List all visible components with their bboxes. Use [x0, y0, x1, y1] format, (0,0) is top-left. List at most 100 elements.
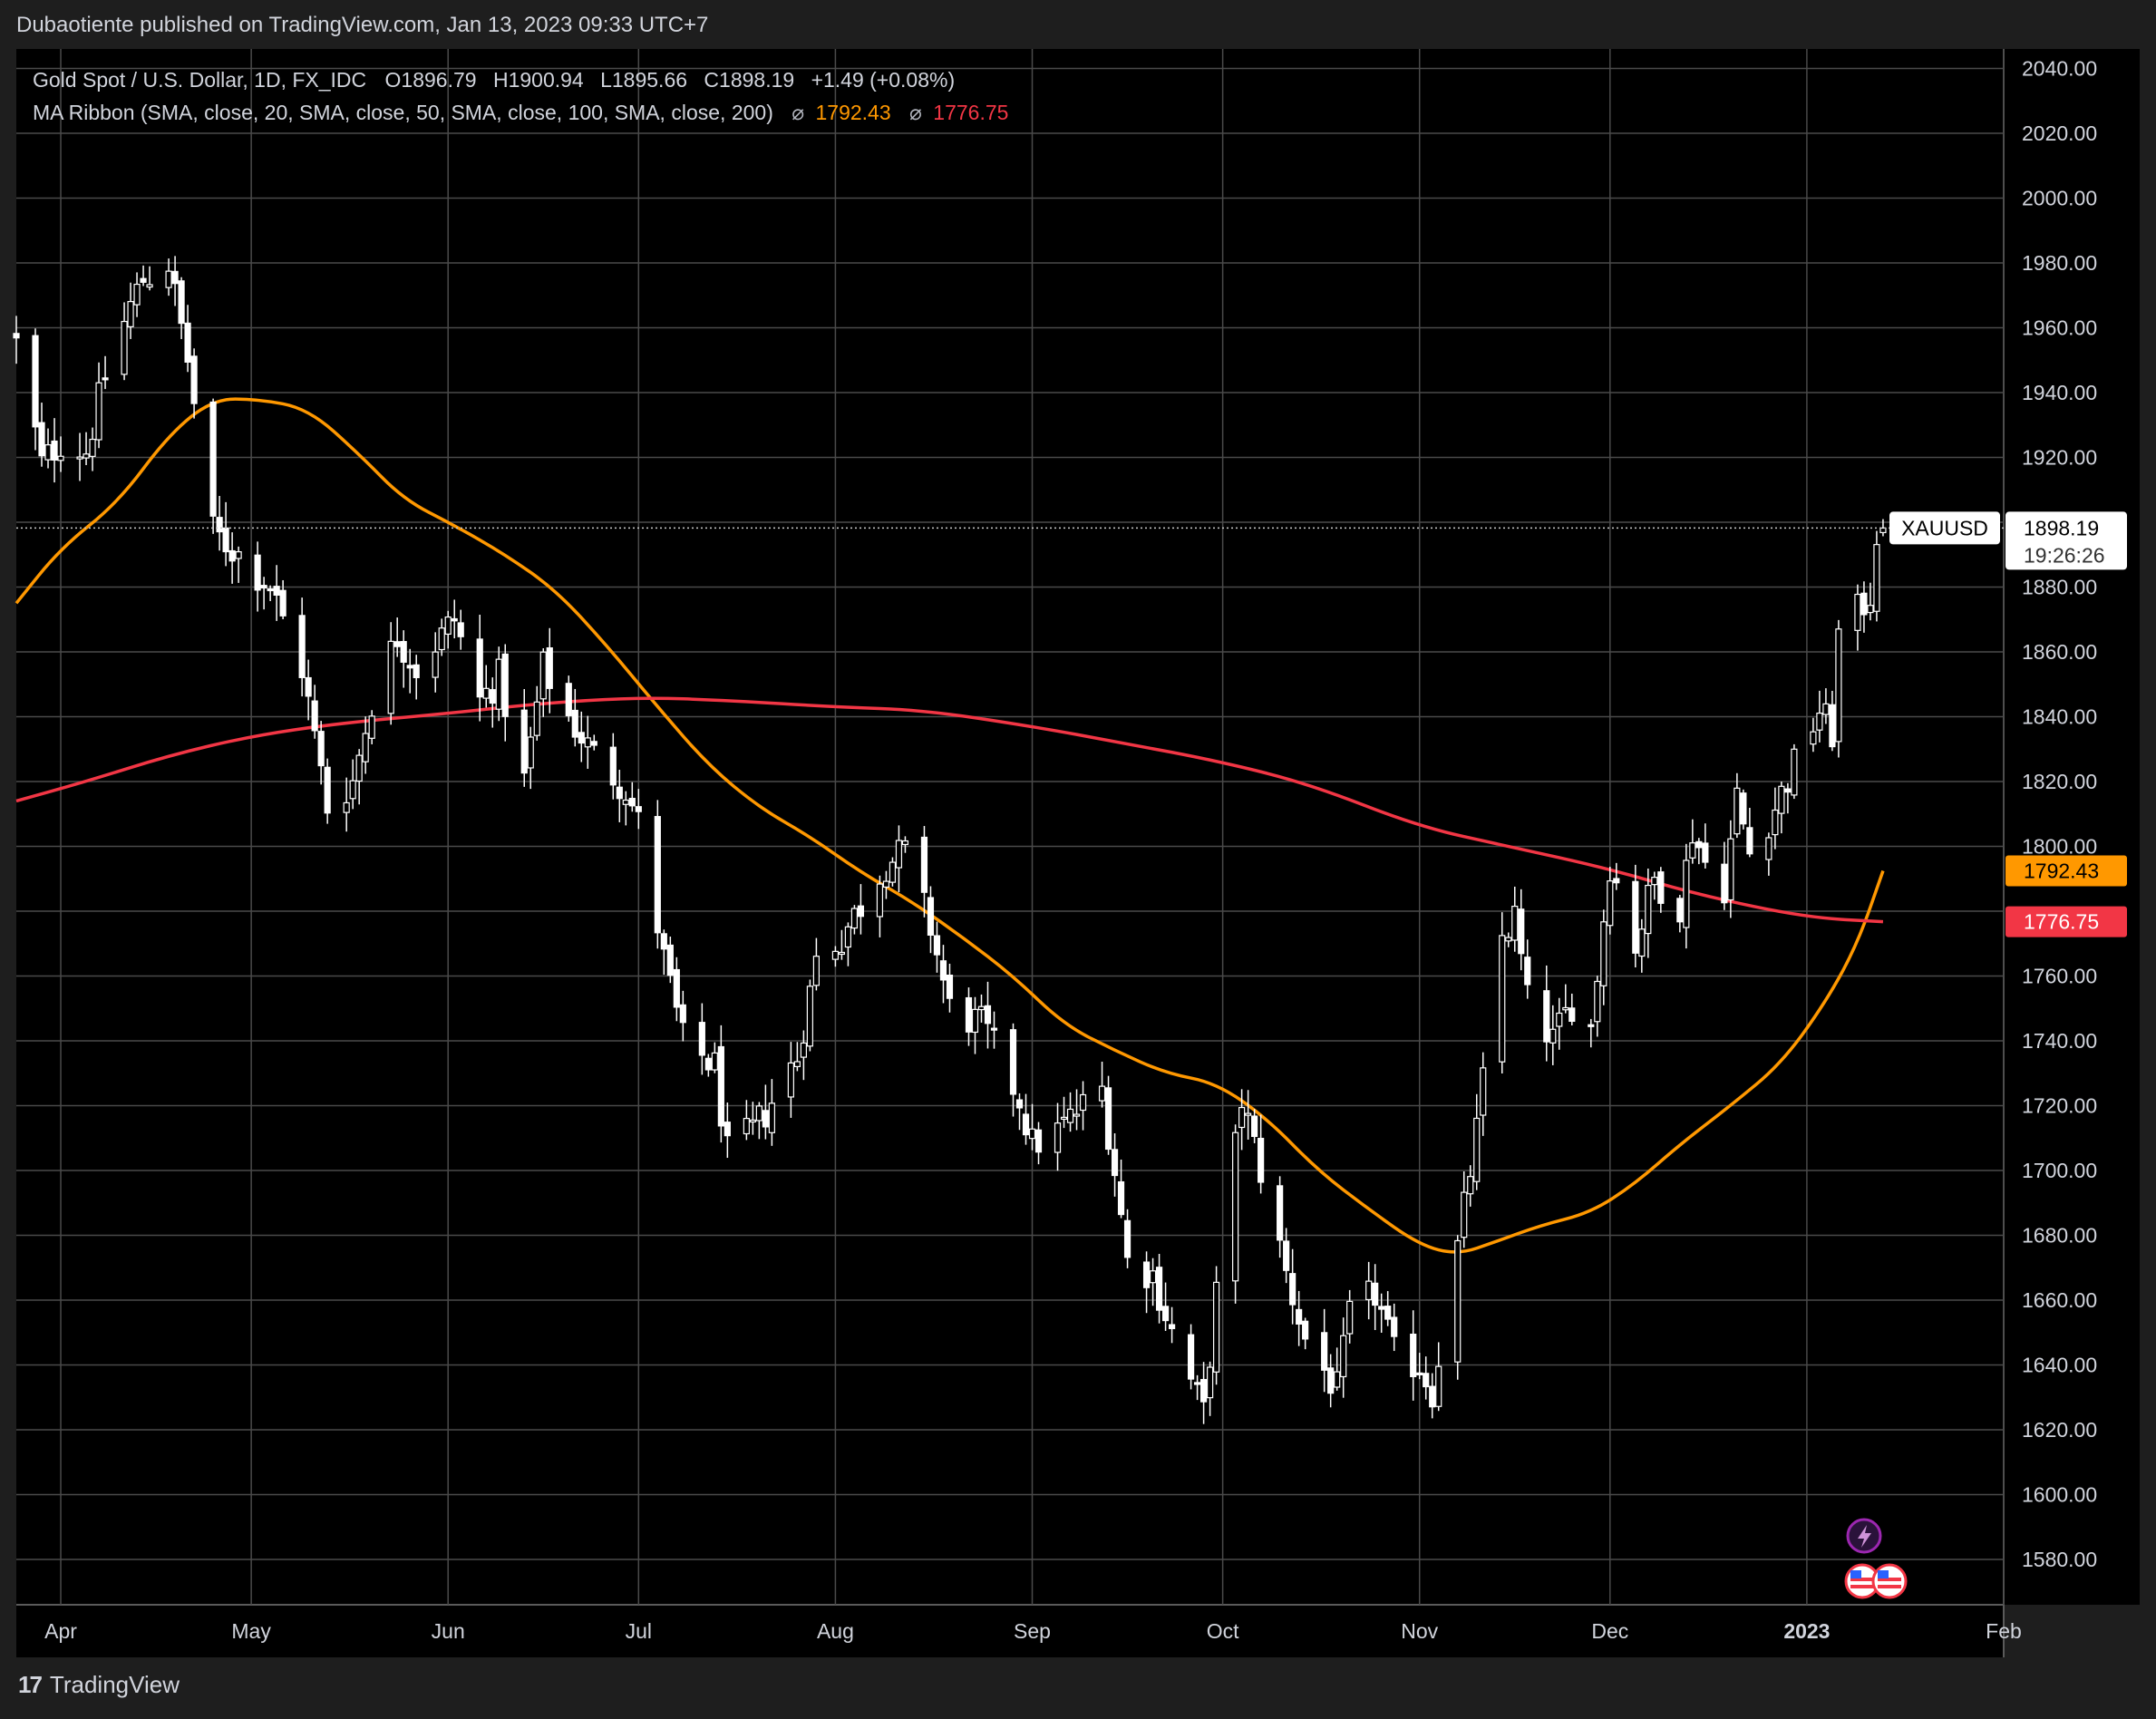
candle-body: [1588, 1024, 1595, 1027]
published-header: Dubaotiente published on TradingView.com…: [16, 13, 709, 37]
candle-body: [267, 588, 274, 592]
candle-body: [216, 517, 223, 533]
ma1-price-pill: [2005, 855, 2127, 887]
candle-body: [406, 665, 413, 669]
candle-body: [1346, 1300, 1354, 1335]
candle-body: [432, 651, 439, 678]
us-flag-icon[interactable]: [1871, 1563, 1908, 1599]
candle-body: [1607, 880, 1614, 927]
candle-body: [102, 377, 109, 381]
time-tick-label: Jun: [432, 1619, 465, 1643]
candle-body: [222, 527, 229, 553]
time-tick-label: Aug: [817, 1619, 854, 1643]
ma1-legend-value: 1792.43: [815, 101, 891, 124]
price-tick-label: 2040.00: [2022, 56, 2097, 80]
candle-body: [1378, 1306, 1385, 1310]
candle-body: [228, 549, 236, 562]
candle-body: [1365, 1280, 1373, 1301]
plot-background: [16, 49, 2004, 1605]
candle-body: [1695, 840, 1703, 849]
candle-body: [1334, 1371, 1341, 1388]
candle-body: [882, 880, 890, 888]
candle-body: [1123, 1219, 1131, 1258]
ma2-price-text: 1776.75: [2024, 910, 2099, 934]
tradingview-brand[interactable]: 17 TradingView: [18, 1671, 180, 1699]
candle-body: [654, 816, 661, 934]
candle-body: [1034, 1129, 1043, 1153]
sma-200-line: [15, 696, 1884, 924]
time-tick-label: Apr: [44, 1619, 77, 1643]
candle-body: [298, 615, 306, 678]
time-tick-label: May: [231, 1619, 271, 1643]
candle-body: [622, 799, 629, 805]
lightning-icon[interactable]: [1846, 1518, 1882, 1554]
candle-body: [1168, 1324, 1176, 1329]
candle-body: [1251, 1115, 1258, 1138]
candle-body: [1556, 1012, 1563, 1027]
time-tick-label: Feb: [1986, 1619, 2022, 1643]
candle-body: [527, 736, 534, 769]
time-tick-label: 2023: [1783, 1619, 1830, 1643]
us-flag-icon[interactable]: [1844, 1563, 1880, 1599]
time-axis[interactable]: Apr May Jun Jul Aug Sep Oct Nov Dec 2023 Feb: [44, 1619, 2022, 1643]
grid-lines: [16, 49, 2005, 1605]
candle-body: [438, 627, 445, 651]
candle-body: [38, 422, 45, 457]
candle-body: [1015, 1099, 1024, 1109]
candle-body: [1416, 1372, 1423, 1375]
candle-body: [565, 683, 572, 716]
candle-body: [495, 658, 502, 710]
candle-body: [1009, 1029, 1017, 1095]
candle-body: [89, 438, 96, 457]
candle-body: [482, 687, 490, 699]
candle-body: [800, 1042, 807, 1058]
candle-body: [946, 974, 954, 999]
price-tick-label: 1680.00: [2022, 1223, 2097, 1247]
candle-body: [1073, 1113, 1081, 1117]
price-labels: XAUUSD 1898.19 19:26:26 1792.43 1776.75: [1889, 511, 2127, 937]
candle-body: [1193, 1382, 1201, 1385]
candle-body: [1296, 1308, 1303, 1325]
price-tick-label: 1640.00: [2022, 1353, 2097, 1376]
candle-body: [51, 440, 58, 461]
moving-averages: [15, 397, 1885, 1254]
candle-body: [1480, 1067, 1487, 1116]
price-tick-label: 1660.00: [2022, 1288, 2097, 1312]
candle-body: [273, 586, 280, 596]
candle-body: [1651, 877, 1658, 886]
candle-body: [1207, 1366, 1214, 1399]
candle-body: [578, 732, 585, 744]
candle-body: [895, 840, 903, 869]
indicator-legend-row[interactable]: MA Ribbon (SMA, close, 20, SMA, close, 5…: [33, 96, 1008, 129]
candle-body: [1854, 593, 1861, 631]
price-tick-label: 1800.00: [2022, 834, 2097, 858]
candle-body: [1142, 1261, 1151, 1288]
candle-body: [1435, 1365, 1442, 1407]
candle-body: [1645, 884, 1652, 935]
candle-body: [1372, 1282, 1379, 1306]
candle-body: [1277, 1185, 1284, 1241]
candle-body: [1568, 1007, 1576, 1023]
candle-body: [311, 700, 318, 732]
time-tick-label: Oct: [1207, 1619, 1239, 1643]
candle-body: [1028, 1128, 1036, 1140]
candle-body: [146, 284, 153, 288]
symbol-legend-row[interactable]: Gold Spot / U.S. Dollar, 1D, FX_IDC O189…: [33, 63, 1008, 96]
candle-body: [1384, 1306, 1392, 1320]
price-tick-label: 1700.00: [2022, 1159, 2097, 1182]
candle-body: [876, 883, 884, 918]
price-tick-label: 1740.00: [2022, 1029, 2097, 1053]
candle-body: [844, 926, 852, 948]
candle-body: [95, 382, 102, 441]
candle-body: [590, 741, 597, 746]
candle-body: [838, 951, 846, 956]
price-tick-label: 1840.00: [2022, 704, 2097, 728]
price-axis[interactable]: 1580.00 1600.00 1620.00 1640.00 1660.00 1680.…: [2022, 56, 2097, 1571]
candle-body: [806, 986, 813, 1047]
candle-body: [1391, 1316, 1398, 1337]
candle-body: [1746, 827, 1753, 855]
candle-body: [1111, 1149, 1119, 1177]
candle-body: [666, 944, 674, 976]
candle-body: [451, 617, 458, 622]
